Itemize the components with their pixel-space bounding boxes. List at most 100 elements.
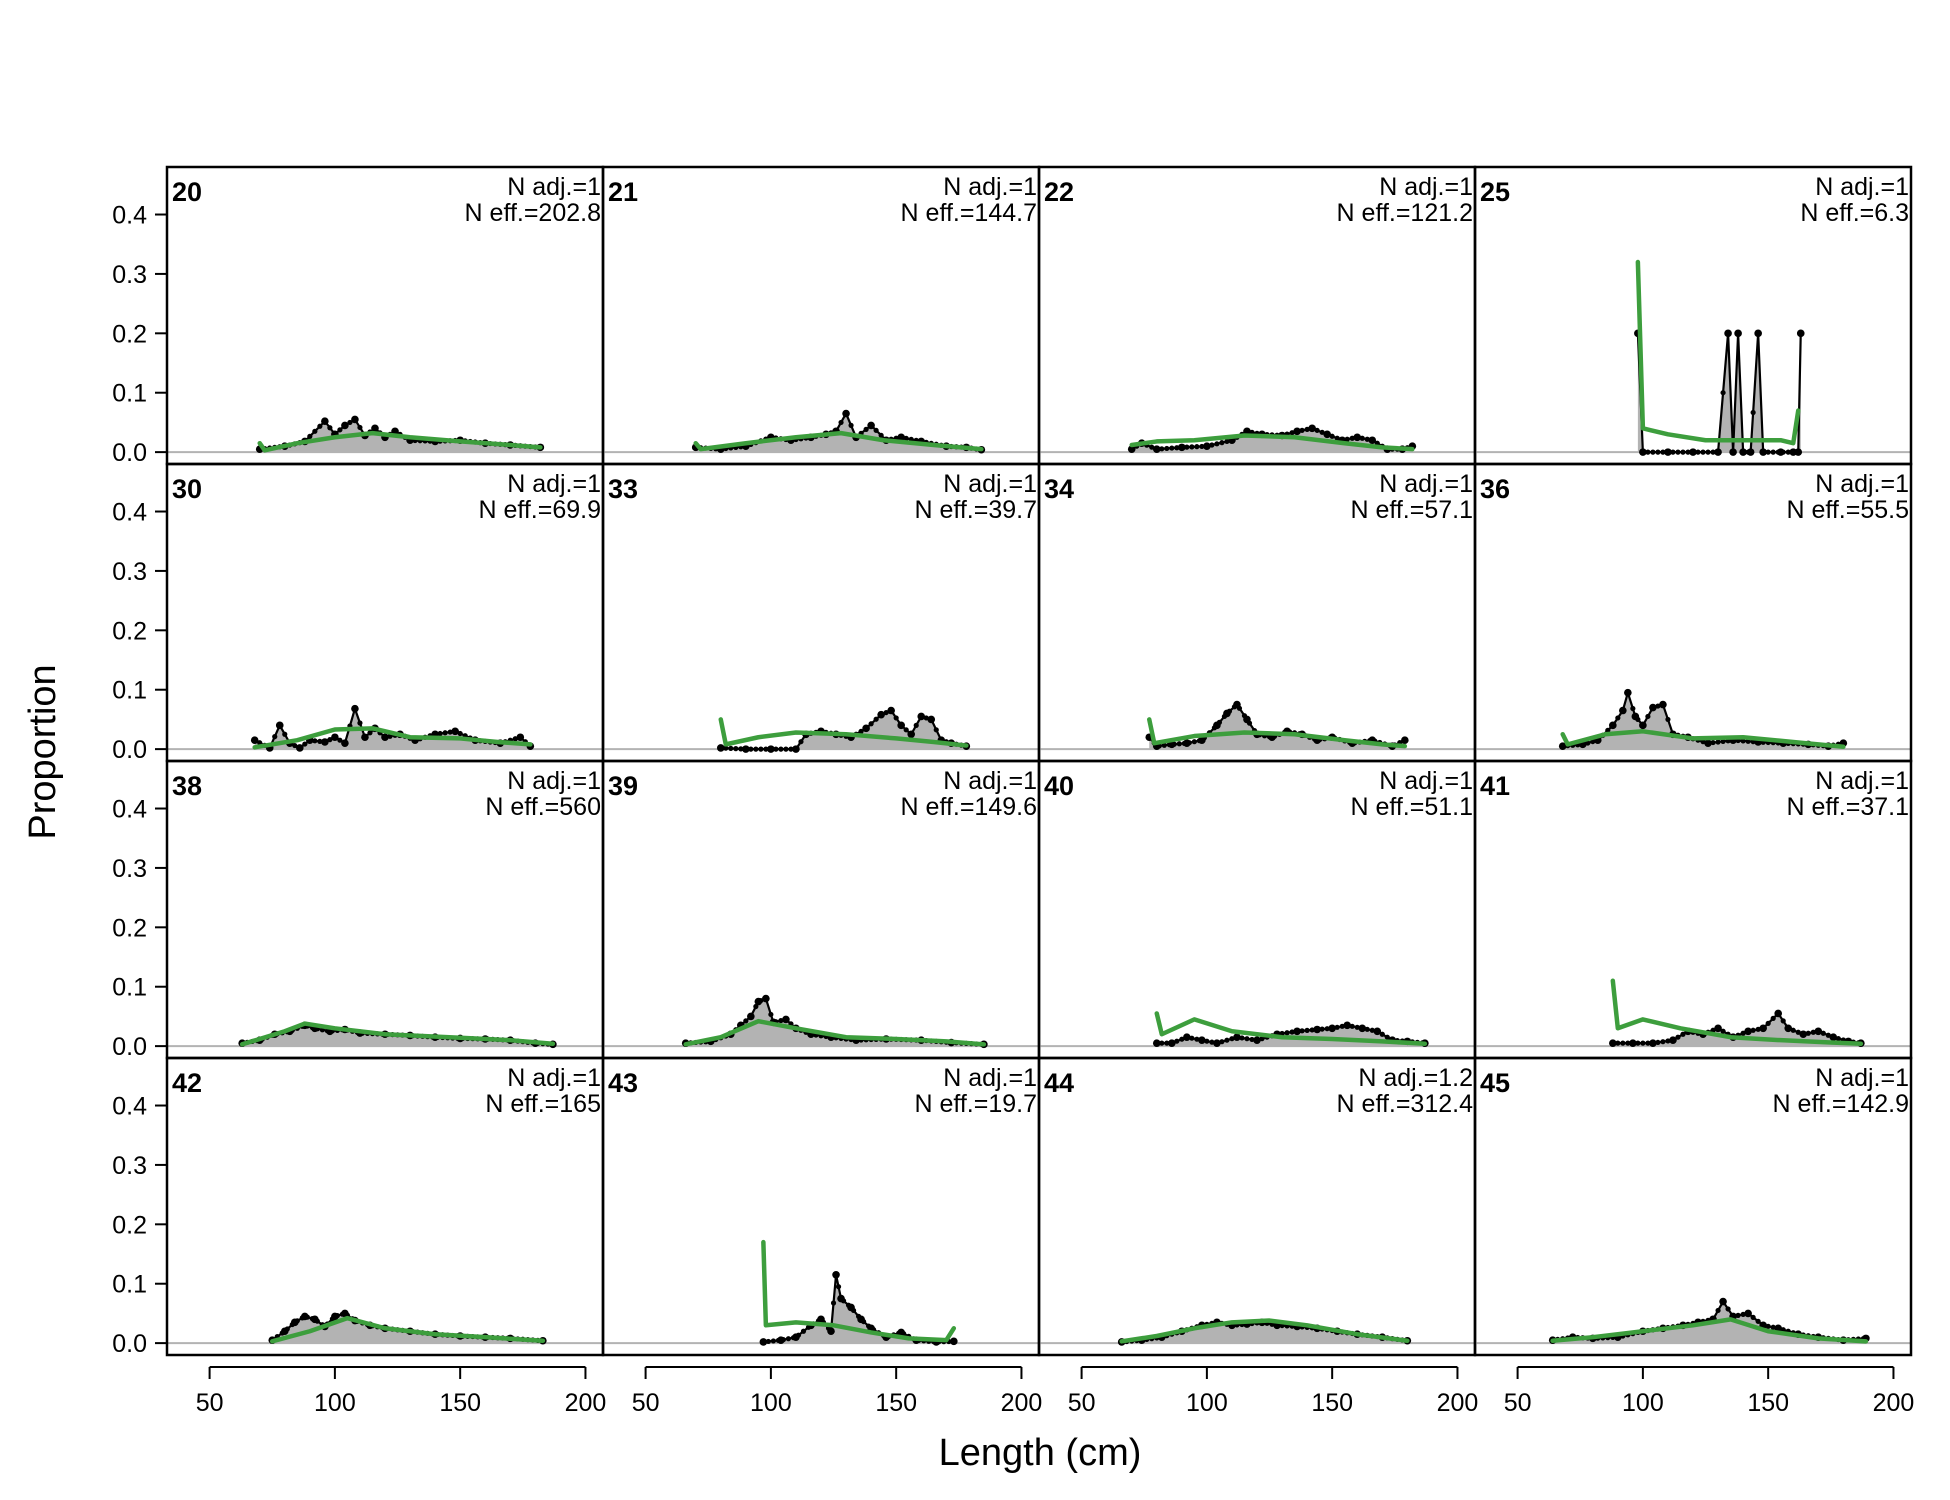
y-axis-title: Proportion (22, 664, 64, 839)
panel-20: 20 N adj.=1N eff.=202.8 (165, 165, 605, 466)
observed-point (733, 746, 739, 752)
x-tick-label: 150 (875, 1389, 917, 1417)
observed-point (337, 737, 343, 743)
observed-point (848, 422, 854, 428)
x-tick-label: 200 (1873, 1389, 1915, 1417)
observed-point (1645, 449, 1651, 455)
n-adj-label: N adj.=1 (943, 767, 1037, 795)
observed-point (1233, 700, 1241, 709)
y-tick-label: 0.4 (112, 499, 147, 527)
observed-point (950, 1337, 958, 1346)
observed-point (282, 731, 288, 737)
n-adj-label: N adj.=1 (507, 173, 601, 201)
observed-point (451, 727, 459, 736)
panel-36: 36 N adj.=1N eff.=55.5 (1473, 462, 1913, 763)
panel-label: 38 (172, 771, 202, 801)
observed-point (1685, 449, 1691, 455)
observed-point (1183, 1033, 1191, 1042)
panel-label: 21 (608, 177, 638, 207)
x-tick-label: 50 (196, 1389, 224, 1417)
observed-point (716, 744, 725, 752)
observed-point (1174, 445, 1180, 451)
observed-point (1353, 433, 1362, 442)
observed-point (290, 1318, 299, 1327)
observed-point (1635, 1040, 1641, 1046)
observed-point (327, 737, 333, 743)
observed-point (1639, 721, 1647, 730)
observed-point (842, 409, 850, 418)
y-tick-label: 0.2 (112, 1211, 147, 1239)
panel-25: 25 N adj.=1N eff.=6.3 (1473, 165, 1913, 466)
observed-point (1759, 448, 1767, 456)
observed-point (1734, 329, 1742, 338)
x-tick-label: 50 (632, 1389, 660, 1417)
observed-point (1615, 715, 1621, 721)
observed-point (788, 746, 794, 752)
n-adj-label: N adj.=1 (507, 1064, 601, 1092)
x-tick-label: 100 (314, 1389, 356, 1417)
observed-point (1645, 1040, 1651, 1046)
observed-point (1704, 739, 1712, 747)
observed-point (873, 427, 879, 433)
observed-point (1609, 1039, 1617, 1047)
expected-line (683, 1018, 987, 1047)
y-tick-label: 0.3 (112, 1152, 147, 1180)
observed-point (747, 1012, 755, 1021)
observed-point (1214, 441, 1220, 447)
y-tick-label: 0.2 (112, 617, 147, 645)
observed-point (857, 1315, 865, 1324)
n-adj-label: N adj.=1 (943, 1064, 1037, 1092)
observed-point (897, 433, 905, 442)
observed-point (311, 1315, 319, 1324)
expected-line (1560, 729, 1846, 749)
observed-point (1759, 1024, 1767, 1033)
n-eff-label: N eff.=57.1 (1350, 496, 1473, 524)
observed-point (1660, 449, 1666, 455)
observed-point (832, 1271, 840, 1279)
observed-point (782, 1015, 790, 1024)
n-eff-label: N eff.=69.9 (478, 496, 601, 524)
observed-point (1203, 442, 1211, 450)
observed-point (1324, 1026, 1330, 1032)
observed-area (763, 1274, 954, 1344)
observed-area (1131, 428, 1413, 453)
observed-point (1649, 703, 1657, 712)
n-eff-label: N eff.=144.7 (901, 199, 1037, 227)
axes-layer: 0.0 0.1 0.2 0.3 0.4 0.0 0.1 0.2 0.3 0.4 0.0 0.1 0.2 0… (112, 202, 1914, 1417)
y-tick-label: 0.4 (112, 1093, 147, 1121)
observed-point (1198, 1036, 1206, 1044)
observed-point (830, 1300, 837, 1306)
observed-point (1784, 1024, 1793, 1033)
observed-point (1164, 1040, 1170, 1046)
observed-point (1379, 1031, 1385, 1037)
expected-line (1635, 259, 1801, 446)
x-tick-label: 100 (1186, 1389, 1228, 1417)
observed-point (933, 727, 939, 733)
observed-point (1625, 1040, 1631, 1046)
observed-point (1358, 1024, 1367, 1033)
observed-point (903, 727, 909, 733)
panel-label: 25 (1480, 177, 1510, 207)
observed-point (777, 1336, 785, 1344)
n-eff-label: N eff.=149.6 (901, 793, 1037, 821)
observed-point (1724, 329, 1732, 338)
observed-point (1624, 688, 1632, 697)
expected-line (239, 1021, 556, 1047)
x-tick-label: 200 (1437, 1389, 1479, 1417)
y-tick-label: 0.0 (112, 1033, 147, 1061)
observed-point (1219, 440, 1225, 446)
observed-point (1829, 1033, 1838, 1042)
observed-point (321, 417, 329, 426)
panel-42: 42 N adj.=1N eff.=165 (165, 1056, 605, 1357)
observed-point (357, 720, 363, 726)
expected-line (718, 717, 969, 748)
x-axis-title: Length (cm) (939, 1432, 1142, 1474)
observed-point (1739, 448, 1747, 456)
observed-point (331, 733, 339, 742)
observed-point (1384, 1034, 1390, 1040)
observed-point (827, 1327, 835, 1336)
observed-point (863, 426, 869, 432)
observed-point (1660, 1039, 1666, 1045)
observed-point (785, 1336, 792, 1342)
